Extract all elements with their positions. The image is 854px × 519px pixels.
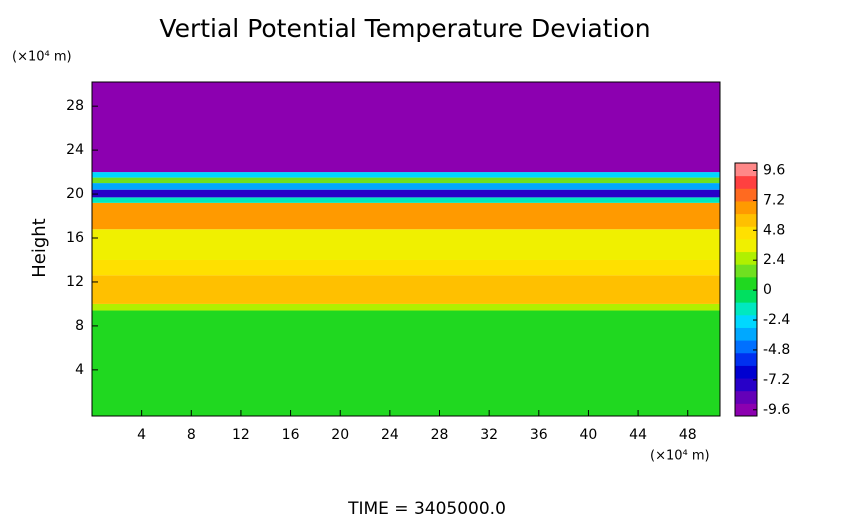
colorbar-tick-label: 4.8 bbox=[763, 222, 785, 238]
contour-band bbox=[92, 229, 720, 260]
contour-band bbox=[92, 177, 720, 184]
contour-band bbox=[92, 189, 720, 198]
contour-band bbox=[92, 310, 720, 416]
contour-band bbox=[92, 183, 720, 190]
contour-band bbox=[92, 202, 720, 230]
y-tick-label: 20 bbox=[66, 186, 84, 202]
colorbar-step bbox=[735, 352, 757, 366]
colorbar-step bbox=[735, 264, 757, 278]
x-tick-label: 24 bbox=[381, 427, 399, 443]
colorbar-step bbox=[735, 340, 757, 354]
y-tick-label: 16 bbox=[66, 230, 84, 246]
y-tick-label: 28 bbox=[66, 98, 84, 114]
colorbar-tick-label: 0 bbox=[763, 282, 772, 298]
x-tick-label: 32 bbox=[480, 427, 498, 443]
colorbar-step bbox=[735, 163, 757, 177]
x-tick-label: 12 bbox=[232, 427, 250, 443]
colorbar-step bbox=[735, 175, 757, 189]
colorbar-step bbox=[735, 213, 757, 227]
x-tick-label: 36 bbox=[530, 427, 548, 443]
contour-band bbox=[92, 197, 720, 203]
y-tick-label: 24 bbox=[66, 142, 84, 158]
y-label: Height bbox=[29, 218, 50, 278]
y-unit: (×10⁴ m) bbox=[12, 50, 72, 65]
x-tick-label: 28 bbox=[431, 427, 449, 443]
footer: TIME = 3405000.0 bbox=[347, 499, 506, 519]
x-unit: (×10⁴ m) bbox=[650, 449, 710, 464]
colorbar-step bbox=[735, 226, 757, 240]
colorbar-tick-label: 9.6 bbox=[763, 162, 785, 178]
colorbar-step bbox=[735, 327, 757, 341]
chart-title: Vertial Potential Temperature Deviation bbox=[159, 14, 650, 43]
colorbar-tick-label: 7.2 bbox=[763, 192, 785, 208]
colorbar-tick-label: 2.4 bbox=[763, 252, 785, 268]
contour-band bbox=[92, 82, 720, 173]
colorbar-step bbox=[735, 251, 757, 265]
colorbar-step bbox=[735, 238, 757, 253]
contour-band bbox=[92, 172, 720, 178]
colorbar-step bbox=[735, 390, 757, 404]
colorbar-step bbox=[735, 289, 757, 303]
colorbar-tick-label: -9.6 bbox=[763, 402, 790, 418]
y-tick-label: 8 bbox=[75, 318, 84, 334]
x-tick-label: 20 bbox=[331, 427, 349, 443]
colorbar-step bbox=[735, 403, 757, 417]
colorbar-step bbox=[735, 365, 757, 379]
contour-band bbox=[92, 303, 720, 311]
colorbar-step bbox=[735, 314, 757, 328]
colorbar-step bbox=[735, 276, 757, 290]
x-tick-label: 16 bbox=[282, 427, 300, 443]
x-tick-label: 44 bbox=[629, 427, 647, 443]
x-tick-label: 8 bbox=[187, 427, 196, 443]
colorbar-tick-label: -7.2 bbox=[763, 372, 790, 388]
y-tick-label: 4 bbox=[75, 362, 84, 378]
colorbar-step bbox=[735, 188, 757, 202]
y-tick-label: 12 bbox=[66, 274, 84, 290]
colorbar-frame bbox=[734, 162, 758, 417]
colorbar-step bbox=[735, 200, 757, 215]
x-tick-label: 48 bbox=[679, 427, 697, 443]
x-tick-label: 40 bbox=[580, 427, 598, 443]
colorbar-step bbox=[735, 302, 757, 316]
colorbar-step bbox=[735, 378, 757, 392]
x-tick-label: 4 bbox=[137, 427, 146, 443]
contour-band bbox=[92, 259, 720, 276]
colorbar-tick-label: -4.8 bbox=[763, 342, 790, 358]
colorbar-tick-label: -2.4 bbox=[763, 312, 790, 328]
plot-frame bbox=[91, 81, 721, 417]
contour-band bbox=[92, 275, 720, 304]
